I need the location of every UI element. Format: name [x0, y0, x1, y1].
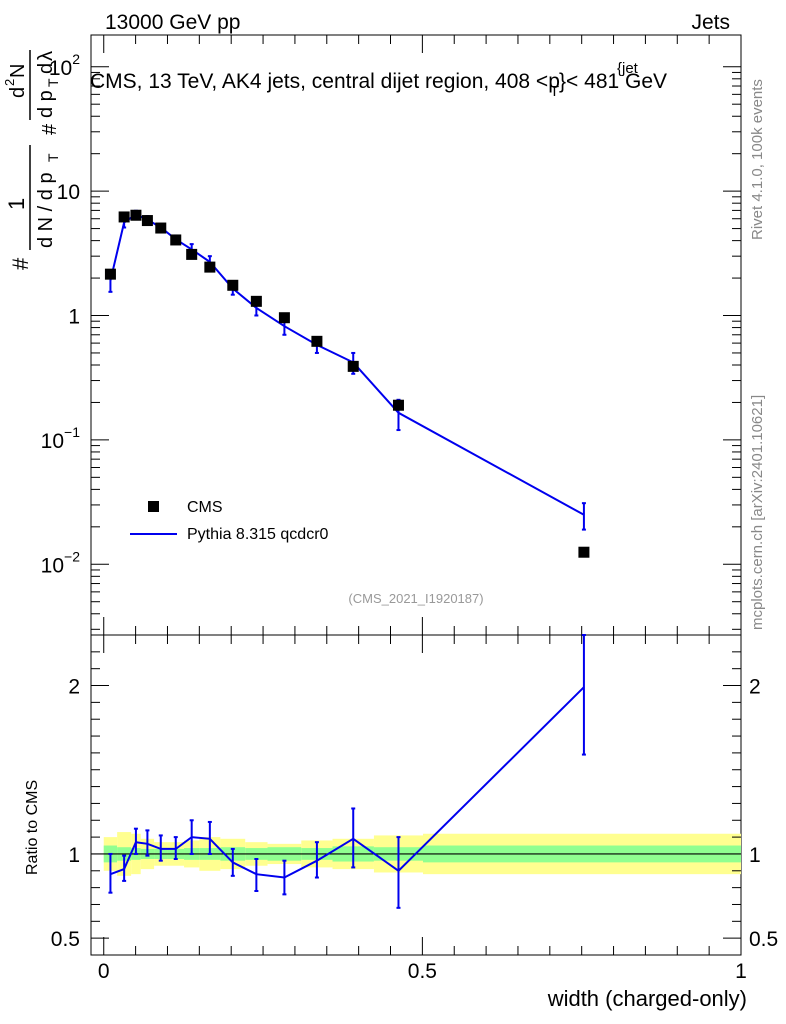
ratio-y-tick-label-right-1: 1 [749, 844, 761, 867]
main-mc-series [108, 209, 586, 531]
main-y-tick-label-4: 102 [49, 51, 80, 80]
cms-data-point [347, 360, 359, 372]
main-y-tick-labels: 10−2 10−1 1 10 102 [41, 51, 81, 578]
rivet-version-label: Rivet 4.1.0, 100k events [749, 79, 766, 240]
header-right: Jets [691, 11, 730, 34]
cms-data-point [170, 234, 182, 246]
main-ylabel-frac-den: d N / d p [35, 172, 57, 248]
plot-title-sub: T [550, 83, 559, 100]
plot-title-post: }< 481 GeV [559, 70, 667, 93]
legend-mc-label: Pythia 8.315 qcdcr0 [187, 526, 329, 543]
main-y-tick-label-0: 10−2 [41, 548, 81, 577]
cms-data-point [250, 295, 262, 307]
main-ylabel-den2-sub: T [45, 78, 61, 87]
mcplots-reference-label: mcplots.cern.ch [arXiv:2401.10621] [749, 395, 766, 630]
x-axis-label: width (charged-only) [547, 986, 747, 1011]
x-tick-label-1: 0.5 [408, 960, 437, 983]
cms-data-point [278, 312, 290, 324]
main-y-tick-label-3: 10 [57, 181, 80, 204]
plot-title: CMS, 13 TeV, AK4 jets, central dijet reg… [90, 70, 667, 100]
cms-data-point [578, 546, 590, 558]
legend: CMS Pythia 8.315 qcdcr0 [130, 499, 329, 543]
cms-data-point [118, 211, 130, 223]
main-ylabel-den2-lambda: d [35, 63, 57, 74]
main-ylabel-den-sub: T [45, 153, 61, 162]
main-y-axis-label: # 1 d N / d p T # d 2 N d p T d λ [2, 50, 61, 270]
header-left: 13000 GeV pp [105, 11, 240, 34]
cms-data-point [186, 248, 198, 260]
x-tick-label-0: 0 [98, 960, 110, 983]
plot-title-pre: CMS, 13 TeV, AK4 jets, central dijet reg… [90, 70, 560, 93]
main-y-tick-label-1: 10−1 [41, 424, 81, 453]
ratio-y-tick-label-right-2: 2 [749, 676, 761, 699]
main-ylabel-hash-1: # [8, 257, 33, 270]
cms-data-point [141, 215, 153, 227]
main-ylabel-num2-n: N [7, 64, 29, 78]
legend-cms-label: CMS [187, 499, 223, 516]
main-mc-line [109, 213, 585, 516]
main-ylabel-hash-2: # [39, 123, 61, 135]
main-ylabel-frac-num: 1 [4, 198, 29, 210]
ratio-y-tick-label-left-1: 1 [68, 844, 80, 867]
ratio-panel-frame [90, 634, 742, 956]
main-data-series [104, 209, 590, 558]
analysis-watermark: (CMS_2021_I1920187) [348, 591, 483, 606]
cms-data-point [104, 268, 116, 280]
main-axis-ticks [91, 35, 742, 635]
cms-data-point [204, 261, 216, 273]
main-ylabel-num2-sup: 2 [2, 79, 17, 86]
plot-title-sup: {jet [617, 60, 639, 77]
cms-data-point [392, 399, 404, 411]
ratio-y-tick-label-left-0: 0.5 [51, 928, 80, 951]
cms-data-point [227, 279, 239, 291]
ratio-axis-ticks [91, 634, 742, 956]
main-ylabel-num2: d [7, 87, 29, 98]
cms-data-point [311, 335, 323, 347]
main-panel-frame [90, 34, 742, 636]
x-tick-label-2: 1 [735, 960, 747, 983]
cms-data-point [155, 222, 167, 234]
main-ylabel-lambda: λ [35, 51, 57, 61]
ratio-y-tick-label-right-0: 0.5 [749, 928, 778, 951]
ratio-y-tick-labels: 0.5 0.5 1 1 2 2 [51, 676, 778, 952]
ratio-y-tick-label-left-2: 2 [68, 676, 80, 699]
main-y-tick-label-2: 1 [68, 306, 80, 329]
legend-cms-marker [148, 501, 159, 512]
cms-data-point [130, 209, 142, 221]
ratio-y-axis-label: Ratio to CMS [24, 780, 41, 875]
main-ylabel-den2: d p [35, 90, 57, 118]
ratio-mc-series [108, 634, 586, 909]
ratio-x-tick-labels: 0 0.5 1 [98, 960, 747, 983]
